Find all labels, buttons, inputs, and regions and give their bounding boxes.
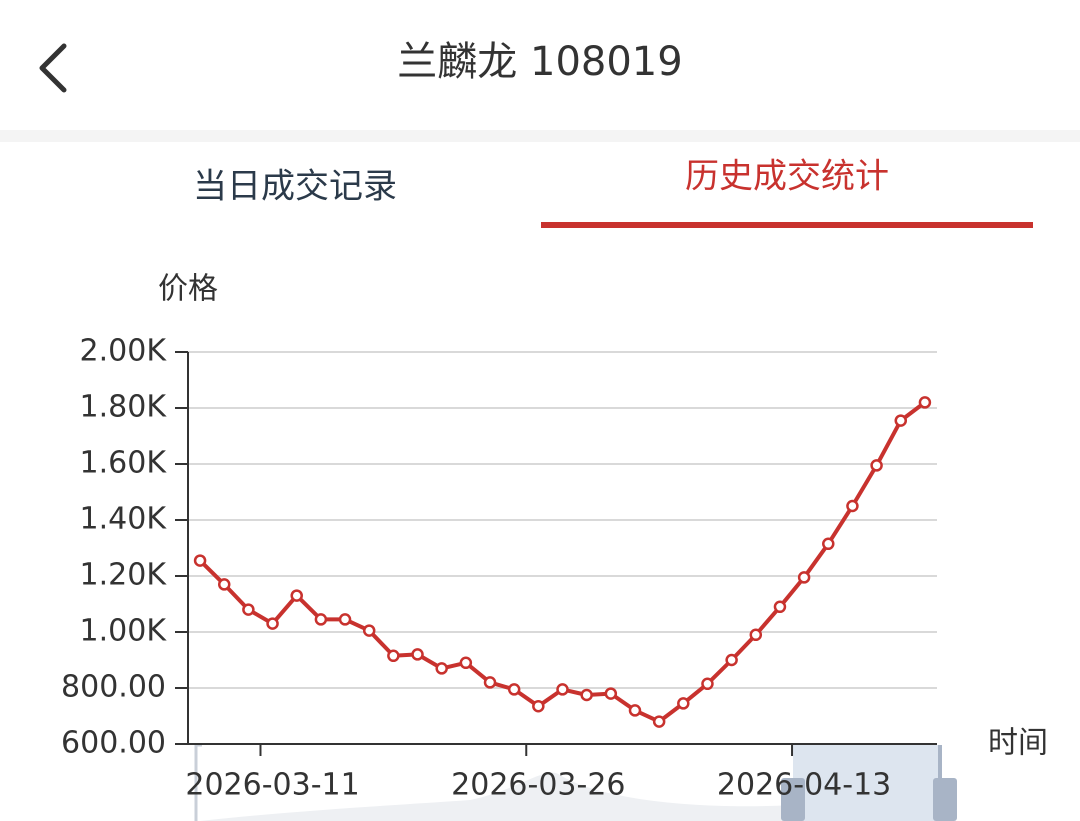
y-tick-label: 1.00K xyxy=(80,614,168,649)
slider-handle[interactable] xyxy=(781,778,805,821)
y-tick-label: 1.60K xyxy=(80,446,168,481)
slider-preview xyxy=(200,772,793,821)
slider-window[interactable] xyxy=(793,745,940,821)
y-tick-label: 600.00 xyxy=(61,726,166,761)
header-bar xyxy=(0,0,1080,130)
data-point xyxy=(894,414,908,427)
x-tick-label: 2026-03-26 xyxy=(451,768,625,803)
data-point xyxy=(411,648,424,661)
y-tick-label: 2.00K xyxy=(80,334,168,369)
y-tick-label: 1.80K xyxy=(80,390,168,425)
data-point xyxy=(556,683,569,696)
data-point xyxy=(338,613,352,626)
data-point xyxy=(846,499,859,513)
y-tick-label: 1.20K xyxy=(80,558,168,593)
y-axis-label: 价格 xyxy=(158,272,218,307)
data-point xyxy=(918,396,932,409)
data-point xyxy=(532,699,545,713)
data-point xyxy=(387,649,400,663)
separator xyxy=(0,130,1080,142)
data-point xyxy=(701,677,714,691)
tab[interactable]: 当日成交记录 xyxy=(193,167,397,207)
tab[interactable]: 历史成交统计 xyxy=(685,157,889,197)
data-point xyxy=(677,697,690,710)
x-axis-label: 时间 xyxy=(988,726,1048,761)
data-point xyxy=(797,571,811,584)
y-tick-label: 800.00 xyxy=(61,670,166,705)
data-point xyxy=(507,683,521,696)
data-point xyxy=(652,715,666,728)
slider-handle[interactable] xyxy=(933,778,957,821)
x-tick-label: 2026-03-11 xyxy=(185,768,359,803)
slider-edge xyxy=(938,745,942,778)
data-point xyxy=(822,537,835,551)
data-point xyxy=(628,704,642,717)
data-point xyxy=(435,662,448,675)
x-tick-label: 2026-04-13 xyxy=(717,768,891,803)
data-point xyxy=(483,676,497,689)
data-point xyxy=(870,459,883,472)
price-line xyxy=(198,400,927,724)
data-point xyxy=(773,600,787,614)
data-point xyxy=(266,617,279,630)
data-point xyxy=(580,688,593,702)
data-point xyxy=(459,656,473,670)
data-point xyxy=(362,624,376,637)
back-button[interactable] xyxy=(39,43,67,93)
data-point xyxy=(314,613,328,626)
data-point xyxy=(749,628,763,642)
data-point xyxy=(290,589,303,602)
zoom-slider[interactable] xyxy=(194,743,957,821)
tab-indicator xyxy=(541,222,1033,228)
data-point xyxy=(242,603,255,616)
y-tick-label: 1.40K xyxy=(80,502,168,537)
data-point xyxy=(217,578,231,591)
data-point xyxy=(193,554,207,567)
data-point xyxy=(725,653,738,667)
page-title: 兰麟龙 108019 xyxy=(397,39,682,85)
data-point xyxy=(604,687,618,700)
